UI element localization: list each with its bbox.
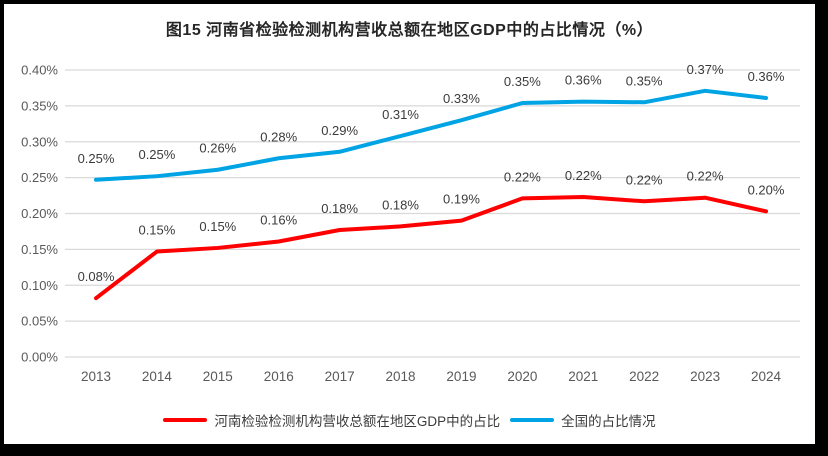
legend-label-henan: 河南检验检测机构营收总额在地区GDP中的占比	[214, 414, 501, 429]
x-axis-label: 2019	[446, 369, 476, 384]
data-label: 0.28%	[260, 129, 297, 144]
data-label: 0.22%	[565, 168, 602, 183]
data-label: 0.08%	[78, 269, 115, 284]
x-axis-label: 2016	[264, 369, 294, 384]
data-label: 0.15%	[138, 223, 175, 238]
data-label: 0.26%	[199, 141, 236, 156]
data-label: 0.19%	[443, 192, 480, 207]
data-label: 0.22%	[504, 169, 541, 184]
data-label: 0.33%	[443, 91, 480, 106]
x-axis-label: 2017	[325, 369, 355, 384]
line-chart: 0.00% 0.05% 0.10% 0.15% 0.20% 0.25% 0.30% 0.35%…	[21, 62, 800, 384]
legend-label-national: 全国的占比情况	[561, 414, 656, 429]
y-axis-tick-label: 0.40%	[21, 63, 58, 78]
data-label: 0.18%	[382, 197, 419, 212]
data-label: 0.25%	[78, 151, 115, 166]
data-label: 0.36%	[748, 69, 785, 84]
data-label: 0.31%	[382, 107, 419, 122]
data-label: 0.22%	[626, 172, 663, 187]
legend: 河南检验检测机构营收总额在地区GDP中的占比 全国的占比情况	[4, 410, 815, 430]
series-line-henan	[94, 194, 768, 301]
data-label: 0.15%	[199, 219, 236, 234]
data-label: 0.36%	[565, 73, 602, 88]
y-axis-tick-label: 0.10%	[21, 278, 58, 293]
data-label: 0.35%	[626, 73, 663, 88]
x-axis-label: 2024	[751, 369, 782, 384]
x-axis-label: 2013	[81, 369, 111, 384]
y-axis-tick-label: 0.25%	[21, 170, 58, 185]
data-label: 0.37%	[687, 62, 724, 77]
data-label: 0.20%	[748, 182, 785, 197]
x-axis-label: 2014	[142, 369, 173, 384]
data-label: 0.16%	[260, 212, 297, 227]
chart-title: 图15 河南省检验检测机构营收总额在地区GDP中的占比情况（%）	[165, 22, 654, 39]
y-axis-tick-label: 0.05%	[21, 314, 58, 329]
y-axis-tick-label: 0.30%	[21, 134, 58, 149]
y-axis-tick-label: 0.00%	[21, 350, 58, 365]
data-label: 0.29%	[321, 123, 358, 138]
data-label: 0.22%	[687, 169, 724, 184]
y-axis-tick-label: 0.35%	[21, 98, 58, 113]
x-axis-label: 2020	[507, 369, 537, 384]
y-axis-tick-label: 0.20%	[21, 206, 58, 221]
x-axis-label: 2022	[629, 369, 659, 384]
legend-item-henan: 河南检验检测机构营收总额在地区GDP中的占比	[163, 410, 500, 430]
data-label: 0.25%	[138, 147, 175, 162]
national-series-line-icon	[510, 417, 555, 423]
data-label: 0.18%	[321, 201, 358, 216]
data-label: 0.35%	[504, 74, 541, 89]
x-axis-label: 2018	[386, 369, 416, 384]
x-axis-label: 2015	[203, 369, 233, 384]
x-axis-label: 2023	[690, 369, 720, 384]
legend-item-national: 全国的占比情况	[510, 410, 656, 430]
x-axis-label: 2021	[568, 369, 598, 384]
series-line-national	[94, 88, 768, 182]
y-axis-tick-label: 0.15%	[21, 242, 58, 257]
henan-series-line-icon	[163, 417, 208, 423]
